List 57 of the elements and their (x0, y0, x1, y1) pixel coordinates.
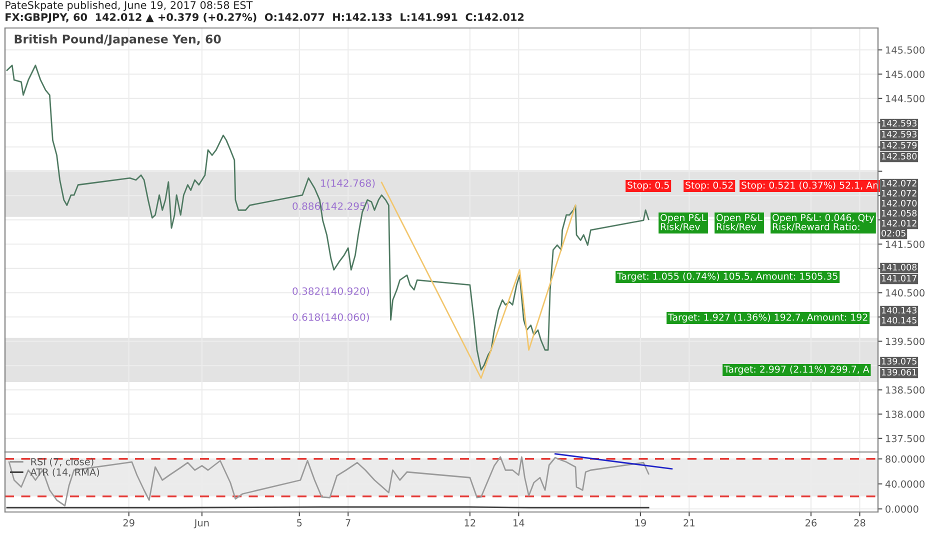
y-tick-label: 138.000 (886, 410, 925, 418)
annotation: 0.618(140.060) (292, 313, 369, 322)
y-tick-label: 137.500 (886, 434, 925, 442)
text: 142.072 (882, 180, 916, 187)
text: 142.593 (882, 120, 916, 127)
y-tick-label: 141.500 (886, 240, 925, 248)
legend-label: RSI (7, close) (31, 458, 94, 467)
annotation: Open P&L: 0.046, Qty Risk/Reward Ratio: (772, 214, 874, 232)
x-tick-label: 26 (806, 519, 817, 526)
text: 139.061 (882, 368, 916, 376)
annotation: Stop: 0.521 (0.37%) 52.1, An (742, 181, 878, 191)
text: 142.580 (882, 152, 917, 160)
x-tick-label: 14 (514, 519, 524, 526)
y-tick-label: 145.000 (886, 70, 925, 78)
annotation: Target: 2.997 (2.11%) 299.7, A (724, 365, 870, 375)
y-tick-label: 138.500 (886, 386, 925, 394)
annotation: Stop: 0.52 (686, 182, 733, 191)
text: 142.593 (882, 130, 916, 138)
x-tick-label: 28 (854, 519, 866, 526)
text: 141.017 (882, 274, 916, 282)
text: PateSkpate published, June 19, 2017 08:58 EST (6, 0, 253, 12)
text: 142.072 (882, 190, 916, 197)
x-tick-label: 12 (464, 519, 476, 526)
y-tick-label: 80.0000 (886, 455, 925, 463)
text: 02:05 (882, 230, 906, 237)
text: British Pound/Japanese Yen, 60 (14, 34, 221, 46)
y-tick-label: 145.500 (886, 46, 925, 54)
text: 142.579 (882, 142, 917, 149)
text: FX:GBPJPY, 60 142.012 ▲ +0.379 (+0.27%) O:142.077 H:142.133 L:141.991 C:142.012 (6, 12, 524, 23)
x-tick-label: 7 (346, 519, 350, 526)
text: 140.143 (882, 306, 916, 314)
x-tick-label: 5 (297, 519, 302, 526)
annotation: 0.382(140.920) (292, 287, 369, 296)
y-tick-label: 139.500 (886, 338, 925, 346)
x-tick-label: 21 (684, 519, 694, 526)
y-tick-label: 40.0000 (885, 480, 925, 488)
line-series (6, 64, 650, 371)
annotation: Stop: 0.5 (628, 182, 669, 191)
text: 142.070 (882, 200, 917, 207)
x-tick-label: 29 (123, 519, 134, 526)
y-tick-label: 140.500 (886, 289, 925, 297)
x-tick-label: 19 (635, 519, 646, 526)
text: 142.058 (882, 210, 917, 217)
text: 141.008 (882, 264, 917, 271)
annotation: Open P&L Risk/Rev (716, 214, 762, 232)
text: 139.075 (882, 358, 916, 365)
text: 140.145 (882, 316, 916, 324)
x-tick-label: Jun (194, 519, 209, 528)
legend-label: ATR (14, RMA) (30, 468, 100, 477)
line-series (380, 182, 576, 379)
text: 142.012 (882, 220, 916, 227)
y-tick-label: 0.0000 (886, 505, 918, 513)
annotation: Target: 1.927 (1.36%) 192.7, Amount: 192 (668, 313, 868, 323)
annotation: 1(142.768) (321, 179, 375, 188)
y-tick-label: 144.500 (886, 94, 925, 102)
annotation: Open P&L Risk/Rev (660, 214, 706, 232)
annotation: Target: 1.055 (0.74%) 105.5, Amount: 1505.35 (616, 272, 838, 282)
